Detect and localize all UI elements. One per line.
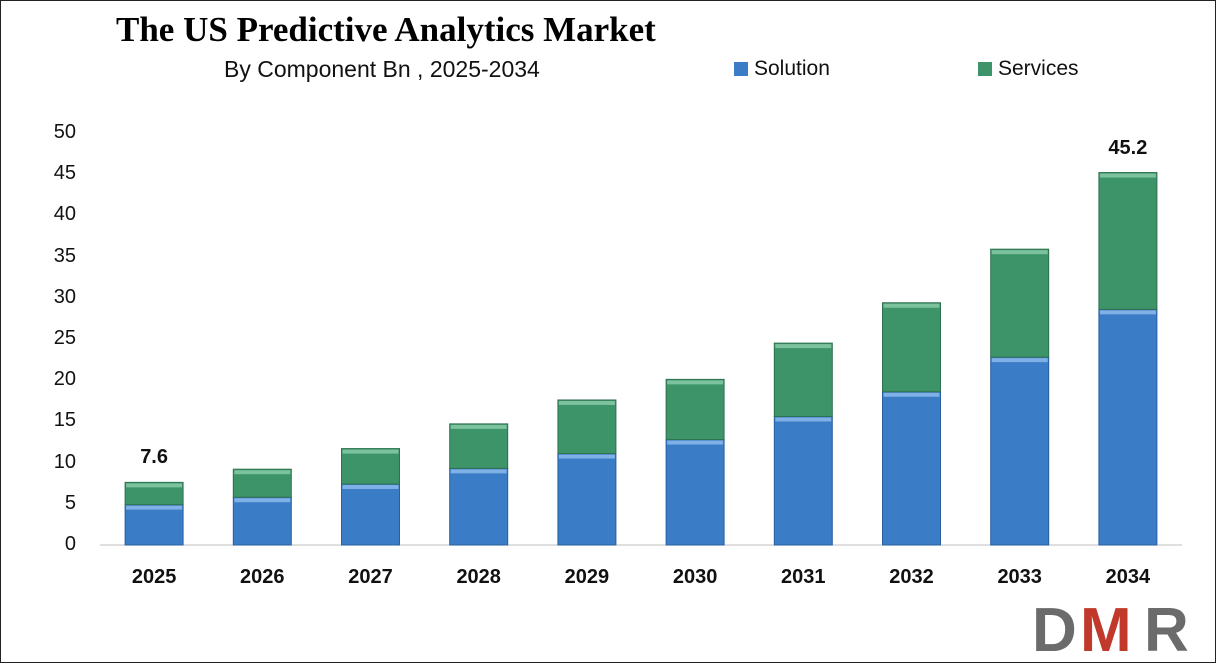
bar-solution-2032: [882, 391, 941, 546]
bar-services-2031: [773, 342, 833, 417]
x-tick-label: 2031: [781, 566, 826, 588]
y-tick-label: 5: [64, 491, 76, 514]
bar-highlight: [558, 454, 615, 459]
bar-services-2032: [882, 302, 941, 393]
bar-highlight: [1099, 173, 1156, 178]
legend-swatch-services: [978, 62, 992, 76]
svg-text:M: M: [1080, 597, 1130, 657]
bar-services-2028: [449, 423, 509, 469]
bar-solution-2028: [449, 467, 509, 546]
x-tick-label: 2027: [348, 566, 393, 588]
y-tick-label: 40: [53, 203, 76, 226]
y-tick-label: 35: [53, 244, 76, 267]
bar-services-2029: [557, 399, 617, 455]
bar-highlight: [450, 469, 507, 474]
legend-label-solution: Solution: [754, 57, 830, 80]
y-tick-label: 10: [53, 450, 76, 473]
bar-highlight: [775, 344, 832, 349]
bar-services-2030: [665, 378, 725, 441]
bar-solution-2025: [124, 504, 184, 546]
bar-services-2033: [990, 248, 1050, 358]
svg-text:R: R: [1144, 597, 1188, 657]
legend-swatch-solution: [734, 62, 748, 76]
x-tick-label: 2034: [1105, 566, 1151, 588]
bar-highlight: [342, 485, 399, 490]
bar-highlight: [991, 250, 1048, 255]
legend-item-solution: Solution: [734, 57, 830, 81]
bar-solution-2033: [990, 356, 1050, 546]
y-tick-label: 50: [53, 121, 76, 143]
bar-highlight: [126, 483, 183, 488]
dmr-logo: D M R: [1032, 597, 1190, 657]
bar-highlight: [775, 417, 832, 422]
bar-solution-2029: [557, 453, 617, 546]
y-tick-label: 20: [53, 368, 76, 391]
bar-services-2025: [124, 481, 184, 506]
bar-highlight: [991, 358, 1048, 363]
legend-label-services: Services: [998, 57, 1079, 80]
bar-highlight: [450, 424, 507, 429]
x-tick-label: 2025: [131, 566, 177, 588]
data-label-total: 7.6: [140, 446, 168, 469]
bar-solution-2027: [341, 483, 400, 546]
y-tick-label: 0: [64, 533, 76, 555]
y-tick-label: 45: [53, 162, 76, 185]
y-tick-label: 25: [53, 327, 76, 349]
bar-highlight: [234, 498, 291, 503]
y-tick-label: 30: [53, 285, 76, 308]
x-tick-label: 2033: [997, 566, 1042, 588]
y-tick-label: 15: [53, 409, 76, 432]
bar-services-2034: [1098, 172, 1158, 310]
bar-solution-2026: [232, 496, 292, 546]
bar-highlight: [883, 392, 940, 397]
bar-solution-2030: [665, 439, 725, 546]
legend-item-services: Services: [978, 57, 1079, 81]
x-tick-label: 2026: [240, 566, 285, 588]
bar-highlight: [342, 449, 399, 454]
x-tick-label: 2028: [456, 566, 501, 588]
bar-highlight: [667, 380, 724, 385]
bar-highlight: [667, 440, 724, 445]
x-tick-label: 2030: [672, 566, 718, 588]
bar-highlight: [234, 470, 291, 475]
svg-text:D: D: [1032, 597, 1075, 657]
bar-highlight: [1099, 310, 1156, 315]
x-tick-label: 2032: [889, 566, 934, 588]
bar-solution-2031: [773, 415, 833, 546]
bar-solution-2034: [1098, 308, 1158, 546]
data-label-total: 45.2: [1108, 136, 1148, 159]
bar-highlight: [558, 400, 615, 405]
x-tick-label: 2029: [564, 566, 610, 588]
chart-title: The US Predictive Analytics Market: [116, 10, 656, 49]
chart-subtitle: By Component Bn , 2025-2034: [224, 56, 540, 82]
bar-highlight: [126, 505, 183, 510]
bar-highlight: [883, 303, 940, 308]
bar-services-2027: [341, 448, 400, 485]
